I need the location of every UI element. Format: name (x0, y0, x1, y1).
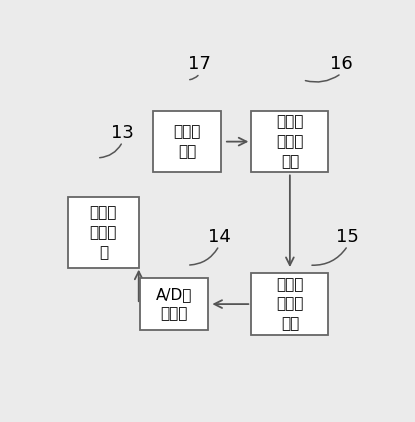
FancyBboxPatch shape (68, 197, 139, 268)
Text: 15: 15 (336, 227, 359, 246)
FancyBboxPatch shape (153, 111, 221, 173)
Text: 数据预
处理模
块: 数据预 处理模 块 (90, 206, 117, 260)
FancyBboxPatch shape (251, 273, 329, 335)
Text: 肌肉张
力测量
模块: 肌肉张 力测量 模块 (276, 114, 303, 169)
Text: 17: 17 (188, 55, 211, 73)
Text: A/D转
换模块: A/D转 换模块 (156, 287, 192, 322)
Text: 16: 16 (330, 55, 353, 73)
Text: 脉冲发
生器: 脉冲发 生器 (173, 124, 200, 159)
Text: 13: 13 (111, 124, 134, 142)
Text: 14: 14 (208, 227, 231, 246)
FancyBboxPatch shape (251, 111, 329, 173)
FancyBboxPatch shape (140, 278, 208, 330)
Text: 信号采
集处理
模块: 信号采 集处理 模块 (276, 277, 303, 331)
